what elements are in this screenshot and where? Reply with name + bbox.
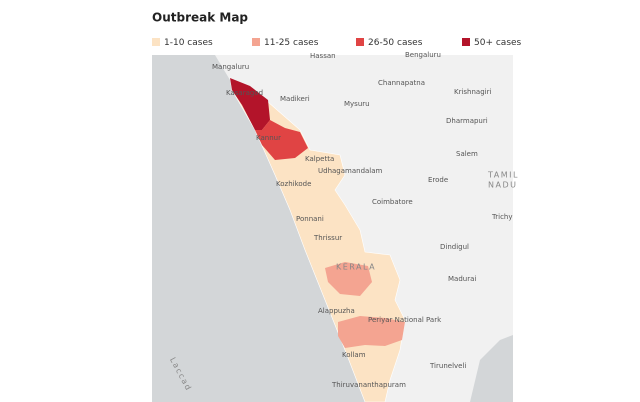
map-label: Dindigul	[440, 243, 469, 251]
map-label: NADU	[488, 181, 517, 190]
legend-label: 50+ cases	[474, 38, 522, 48]
map-label: Bengaluru	[405, 51, 441, 59]
map-label: Kollam	[342, 351, 366, 359]
map-label: Hassan	[310, 52, 336, 60]
map-label: Kalpetta	[305, 155, 334, 163]
map-label: KERALA	[336, 263, 376, 272]
map-label: Tirunelveli	[429, 362, 466, 370]
region	[255, 120, 308, 160]
map-label: Channapatna	[378, 79, 425, 87]
title: Outbreak Map	[152, 11, 248, 25]
sea	[470, 335, 513, 402]
legend-label: 11-25 cases	[264, 38, 319, 48]
legend-swatch	[356, 38, 364, 46]
map-label: Kozhikode	[276, 180, 311, 188]
legend-swatch	[152, 38, 160, 46]
map-label: Coimbatore	[372, 198, 413, 206]
map-label: Alappuzha	[318, 307, 355, 315]
map-label: TAMIL	[487, 171, 519, 180]
map-label: Thrissur	[313, 234, 342, 242]
legend: 1-10 cases 11-25 cases 26-50 cases 50+ case…	[152, 38, 522, 48]
map	[152, 55, 513, 402]
map-label: Kannur	[256, 134, 281, 142]
legend-swatch	[252, 38, 260, 46]
sea	[152, 55, 365, 402]
map-label: Mangaluru	[212, 63, 249, 71]
map-label: Erode	[428, 176, 448, 184]
map-label: Udhagamandalam	[318, 167, 383, 175]
map-label: Mysuru	[344, 100, 370, 108]
map-label: Krishnagiri	[454, 88, 491, 96]
map-labels: Mangaluru Hassan Bengaluru Channapatna Kasar…	[168, 51, 519, 393]
legend-label: 26-50 cases	[368, 38, 423, 48]
map-label: Salem	[456, 150, 478, 158]
map-label: Periyar National Park	[368, 316, 442, 324]
map-label: Kasaragod	[226, 89, 263, 97]
map-label: Thiruvananthapuram	[331, 381, 406, 389]
map-label: Dharmapuri	[446, 117, 488, 125]
legend-label: 1-10 cases	[164, 38, 213, 48]
legend-swatch	[462, 38, 470, 46]
map-label: Madurai	[448, 275, 476, 283]
map-label: Ponnani	[296, 215, 324, 223]
region	[338, 316, 405, 348]
map-label: Trichy	[491, 213, 513, 221]
region	[230, 78, 270, 130]
map-label: Madikeri	[280, 95, 310, 103]
region	[325, 262, 372, 296]
